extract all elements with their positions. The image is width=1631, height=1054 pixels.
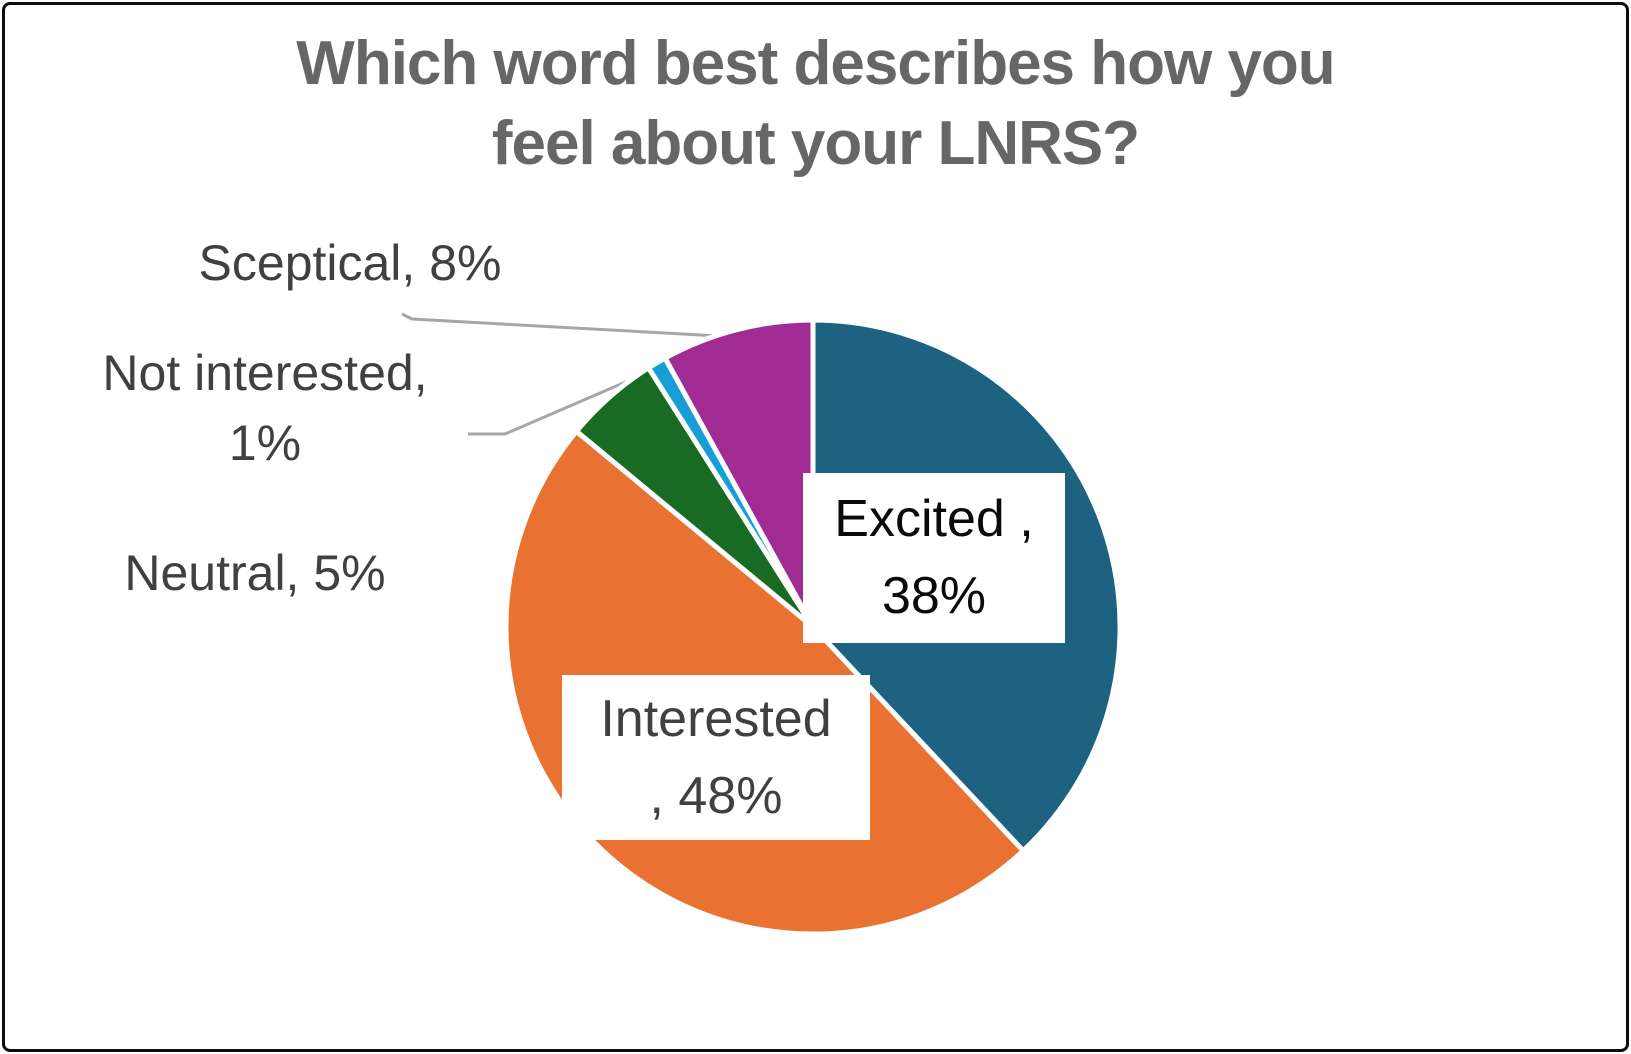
data-label-neutral: Neutral, 5% xyxy=(124,545,386,601)
leader-lines xyxy=(401,312,738,436)
leader-line-not-interested xyxy=(468,369,652,436)
chart-title-line1: Which word best describes how you xyxy=(296,29,1335,98)
leader-line-sceptical xyxy=(401,312,738,339)
data-label-excited-callout: Excited , 38% xyxy=(803,473,1065,643)
pie-slice-sceptical xyxy=(662,317,816,630)
data-label-not-interested: Not interested, 1% xyxy=(102,345,428,471)
data-label-sceptical: Sceptical, 8% xyxy=(198,235,502,291)
chart-title: Which word best describes how you feel a… xyxy=(0,24,1631,184)
chart-title-line2: feel about your LNRS? xyxy=(491,109,1140,178)
data-label-interested-callout: Interested , 48% xyxy=(562,675,870,840)
